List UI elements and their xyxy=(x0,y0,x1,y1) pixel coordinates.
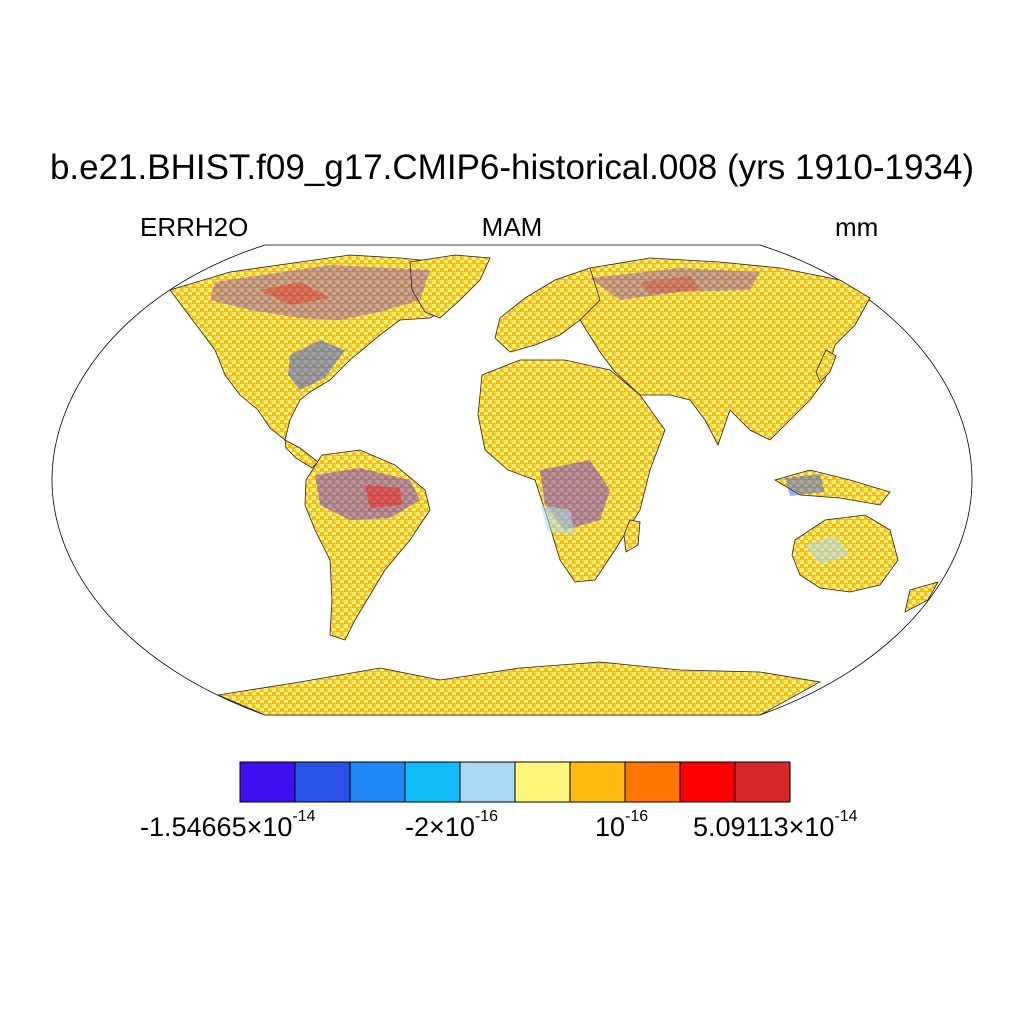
colorbar-swatch-3 xyxy=(404,761,461,803)
variable-label: ERRH2O xyxy=(140,212,249,242)
colorbar-swatch-7 xyxy=(624,761,681,803)
asia xyxy=(579,257,871,447)
colorbar xyxy=(239,761,791,803)
africa xyxy=(477,359,666,583)
south-america xyxy=(304,449,431,641)
cluster-siberia xyxy=(590,268,760,300)
madagascar xyxy=(623,519,641,553)
cluster-amazon xyxy=(315,468,420,520)
cluster-australia-light xyxy=(805,535,850,565)
cluster-canada xyxy=(210,265,430,320)
units-label: mm xyxy=(835,212,879,242)
colorbar-swatch-5 xyxy=(514,761,571,803)
colorbar-swatch-6 xyxy=(569,761,626,803)
anomaly-clusters xyxy=(210,265,850,565)
japan xyxy=(815,349,837,383)
southeast-asia-islands xyxy=(774,469,891,506)
cluster-borneo xyxy=(785,474,825,496)
colorbar-swatch-2 xyxy=(349,761,406,803)
cluster-canada-red xyxy=(260,282,330,305)
cluster-amazon-red xyxy=(365,485,402,508)
colorbar-label-min: -1.54665×10-14 xyxy=(140,808,316,842)
colorbar-label-max: 5.09113×10-14 xyxy=(693,808,858,842)
greenland xyxy=(409,254,491,319)
antarctica xyxy=(216,661,822,716)
plot-title: b.e21.BHIST.f09_g17.CMIP6-historical.008… xyxy=(49,148,975,187)
colorbar-swatch-9 xyxy=(734,761,791,803)
cluster-siberia-red xyxy=(640,276,700,294)
colorbar-label-pos: 10-16 xyxy=(595,808,649,842)
central-america xyxy=(284,439,319,469)
north-america xyxy=(169,254,471,441)
colorbar-swatch-1 xyxy=(294,761,351,803)
colorbar-swatch-8 xyxy=(679,761,736,803)
colorbar-swatch-4 xyxy=(459,761,516,803)
land-masses xyxy=(169,254,939,716)
cluster-eastern-us xyxy=(288,340,345,390)
colorbar-label-neg: -2×10-16 xyxy=(405,808,498,842)
new-zealand xyxy=(904,581,939,613)
cluster-congo-light xyxy=(540,505,575,535)
season-label: MAM xyxy=(481,212,543,242)
colorbar-swatch-0 xyxy=(239,761,296,803)
